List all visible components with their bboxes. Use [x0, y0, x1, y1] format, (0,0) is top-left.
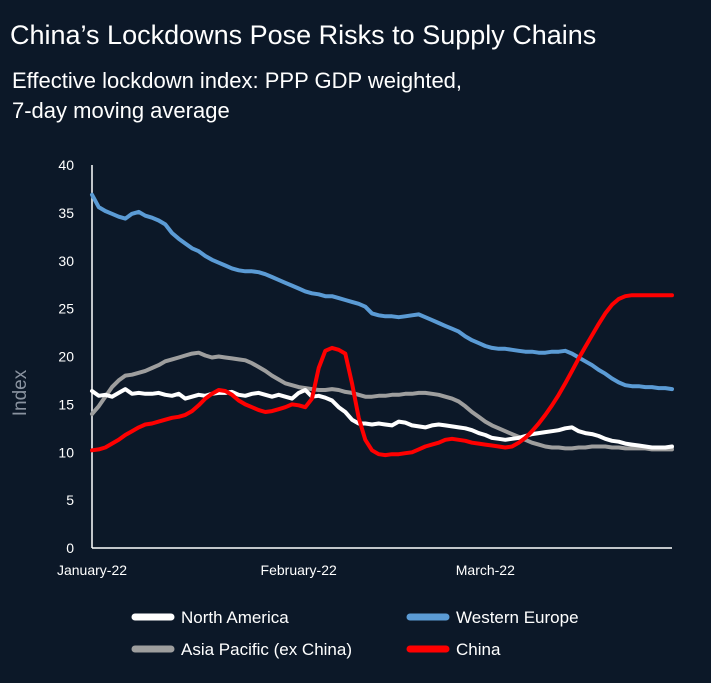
series-line-north-america — [90, 387, 674, 450]
chart-title: China’s Lockdowns Pose Risks to Supply C… — [10, 20, 597, 50]
chart-axes — [91, 165, 672, 549]
legend: North America Western Europe Asia Pacific … — [131, 608, 579, 659]
legend-label-china: China — [456, 640, 501, 659]
series-line-western-europe — [90, 192, 674, 392]
y-tick-label: 0 — [66, 540, 74, 556]
chart-subtitle: Effective lockdown index: PPP GDP weight… — [12, 66, 612, 126]
y-tick-label: 20 — [58, 349, 74, 365]
x-tick-label: January-22 — [57, 562, 127, 578]
series-line-asia-pacific-ex-china — [90, 350, 674, 452]
y-tick-label: 40 — [58, 157, 74, 173]
series-line-china — [90, 293, 674, 458]
x-tick-labels: January-22 February-22 March-22 — [57, 562, 515, 578]
y-tick-label: 10 — [58, 444, 74, 460]
legend-label-asia-pacific-ex-china: Asia Pacific (ex China) — [181, 640, 352, 659]
subtitle-line-2: 7-day moving average — [12, 98, 230, 123]
series-lines — [90, 192, 674, 458]
y-tick-label: 5 — [66, 492, 74, 508]
y-tick-label: 25 — [58, 301, 74, 317]
legend-label-north-america: North America — [181, 608, 289, 627]
y-tick-label: 35 — [58, 205, 74, 221]
y-tick-label: 30 — [58, 253, 74, 269]
legend-label-western-europe: Western Europe — [456, 608, 579, 627]
y-tick-label: 15 — [58, 396, 74, 412]
y-tick-labels: 0 5 10 15 20 25 30 35 40 — [58, 157, 74, 556]
subtitle-line-1: Effective lockdown index: PPP GDP weight… — [12, 68, 463, 93]
y-axis-label: Index — [10, 369, 31, 416]
x-tick-label: February-22 — [261, 562, 337, 578]
x-tick-label: March-22 — [456, 562, 515, 578]
